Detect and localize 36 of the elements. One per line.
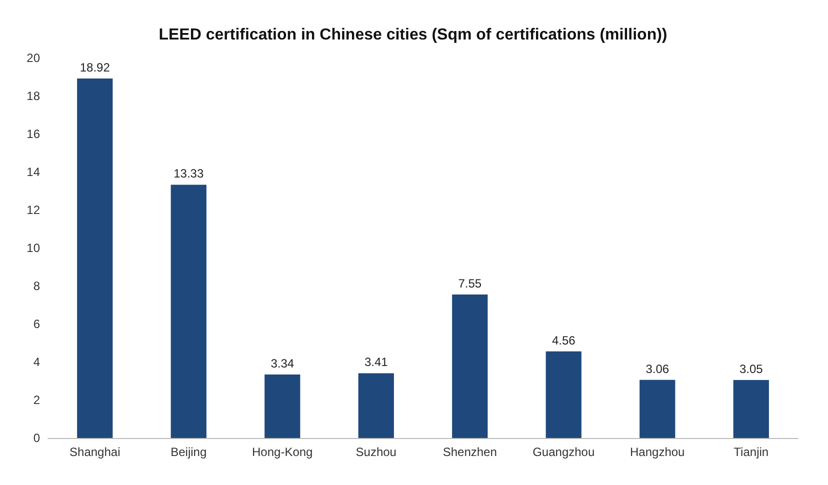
bar xyxy=(77,78,113,438)
bar xyxy=(170,184,206,438)
bar xyxy=(546,351,582,438)
y-tick-label: 16 xyxy=(26,127,40,141)
x-tick-label: Tianjin xyxy=(734,445,769,459)
data-label: 3.34 xyxy=(270,356,294,371)
data-label: 18.92 xyxy=(80,60,110,75)
data-label: 3.06 xyxy=(646,362,670,376)
bar xyxy=(733,380,769,438)
x-tick-label: Hangzhou xyxy=(630,445,685,459)
x-tick-label: Hong-Kong xyxy=(252,445,313,459)
y-tick-label: 6 xyxy=(33,317,40,331)
y-tick-label: 20 xyxy=(26,51,40,65)
x-tick-label: Guangzhou xyxy=(532,445,595,459)
y-tick-label: 8 xyxy=(33,279,40,293)
data-label: 13.33 xyxy=(174,166,204,181)
y-tick-label: 0 xyxy=(33,431,40,445)
data-label: 4.56 xyxy=(552,333,576,348)
x-tick-label: Shenzhen xyxy=(442,445,497,459)
data-label: 7.55 xyxy=(458,276,482,291)
data-label: 3.41 xyxy=(364,355,388,370)
y-tick-label: 12 xyxy=(26,203,40,217)
bar xyxy=(264,374,300,438)
x-tick-label: Suzhou xyxy=(356,445,396,459)
y-tick-label: 14 xyxy=(26,165,40,179)
x-tick-label: Beijing xyxy=(170,445,207,459)
bar xyxy=(640,380,676,438)
chart-title: LEED certification in Chinese cities (Sqm of certifications (million)) xyxy=(158,26,668,44)
y-tick-label: 2 xyxy=(33,393,40,407)
y-tick-label: 10 xyxy=(26,241,40,255)
bar xyxy=(452,294,488,438)
bar xyxy=(358,373,394,438)
data-label: 3.05 xyxy=(739,362,764,376)
x-tick-label: Shanghai xyxy=(70,445,120,459)
y-tick-label: 4 xyxy=(33,355,40,369)
y-tick-label: 18 xyxy=(26,89,40,103)
